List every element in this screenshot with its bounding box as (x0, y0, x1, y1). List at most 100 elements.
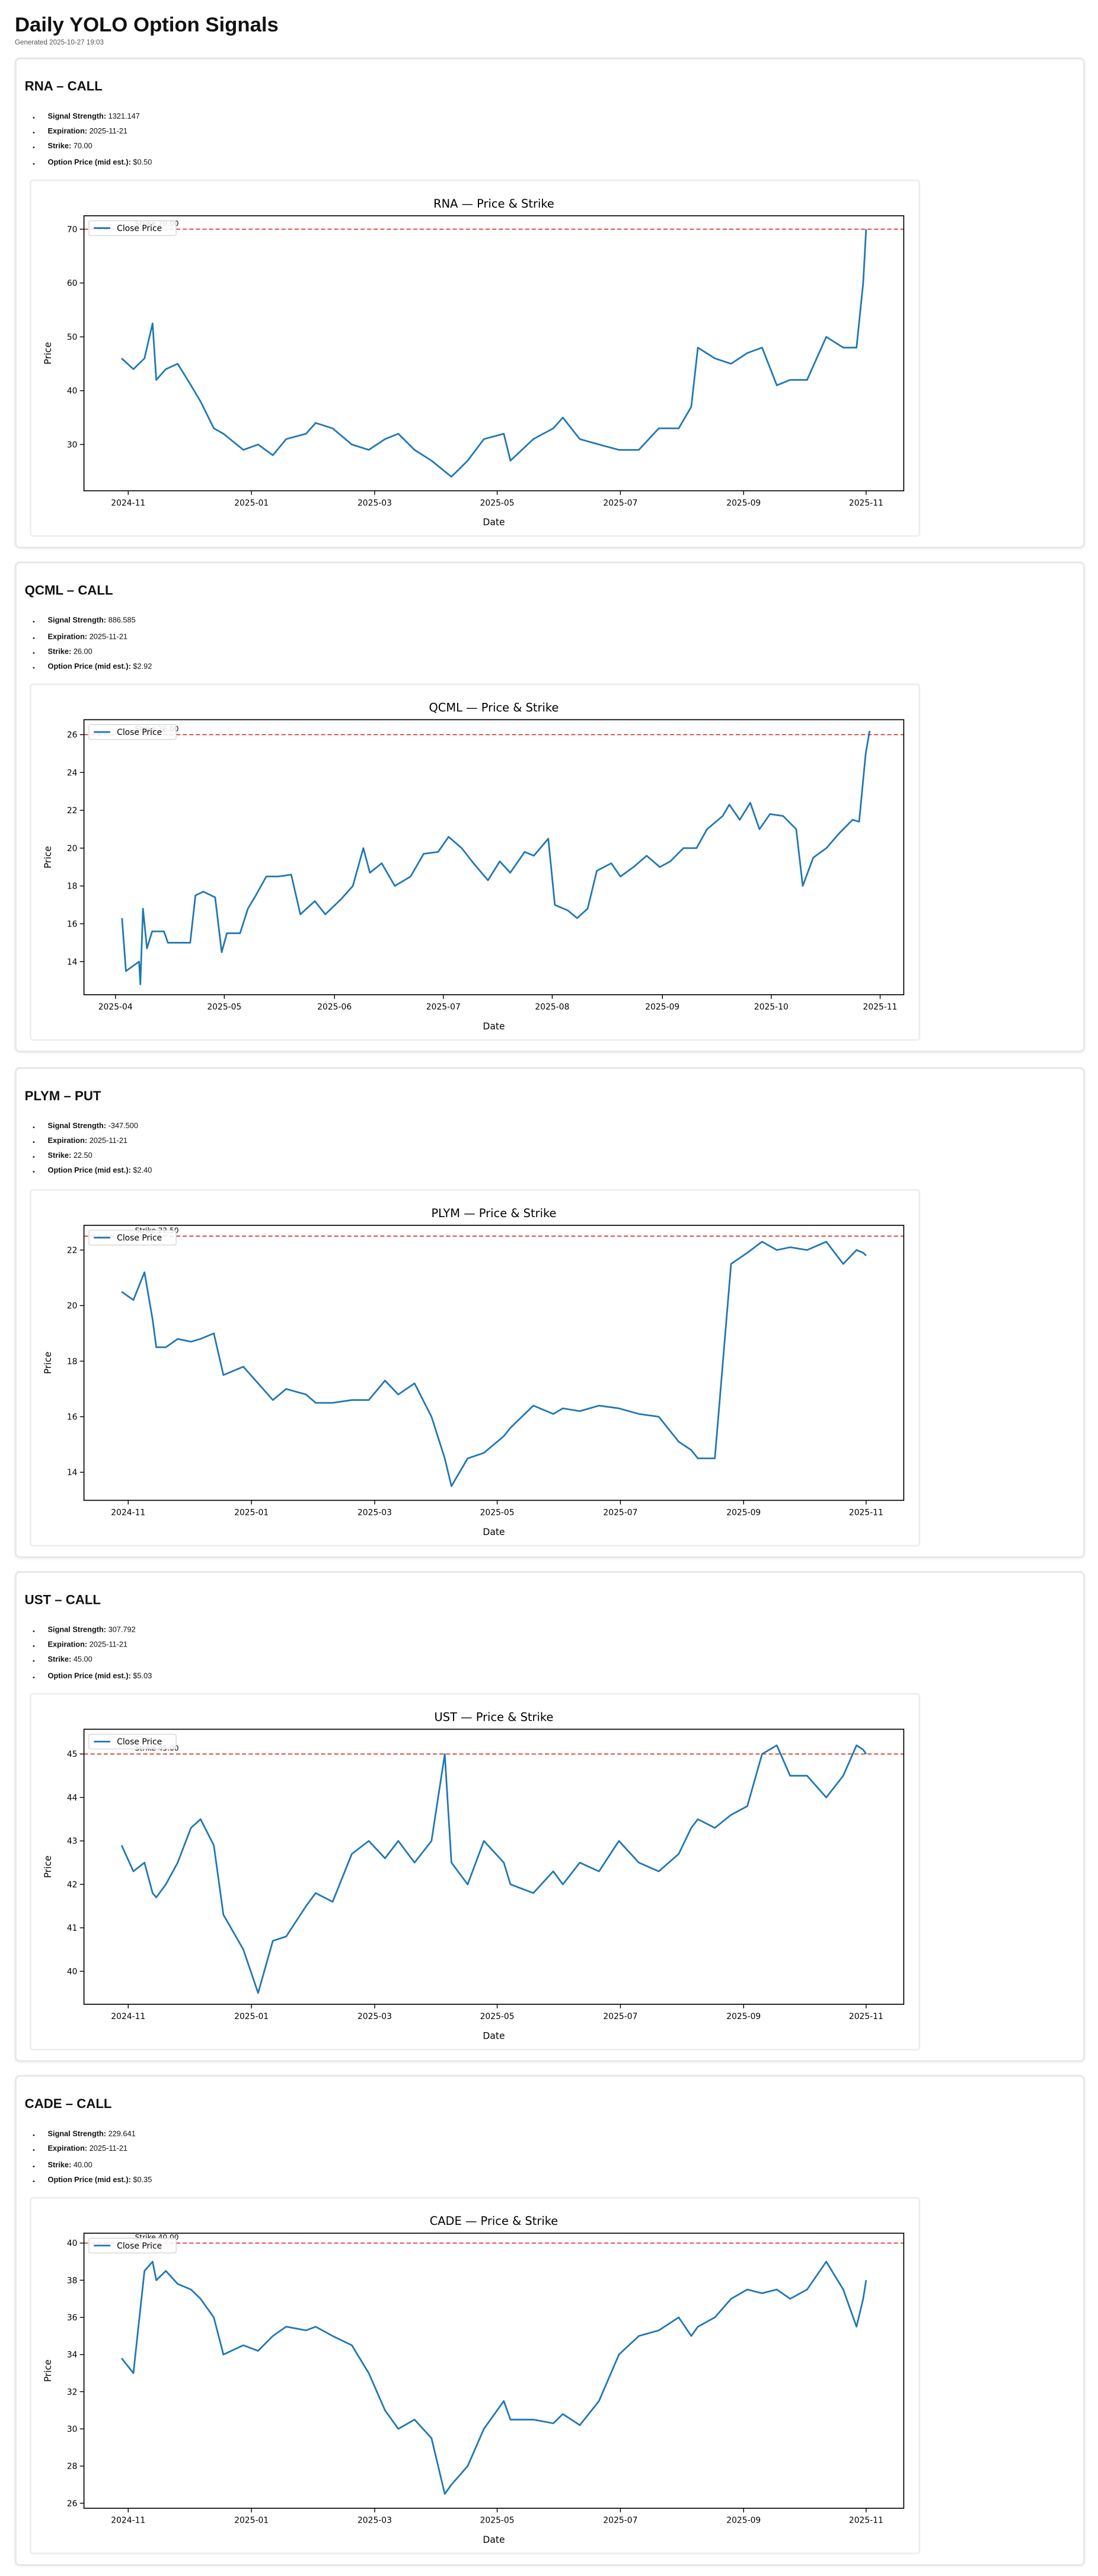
x-tick-label: 2025-07 (603, 2516, 637, 2526)
detail-value: 70.00 (73, 142, 92, 151)
y-tick-label: 43 (67, 1836, 78, 1846)
x-tick-label: 2025-09 (726, 2516, 761, 2526)
y-tick-label: 70 (67, 225, 78, 234)
detail-value: 2025-11-21 (89, 127, 128, 136)
detail-item: Strike: 40.00 (48, 2157, 152, 2172)
y-tick-label: 34 (67, 2351, 78, 2360)
detail-item: Signal Strength: 1321.147 (48, 109, 152, 124)
legend-label: Close Price (117, 224, 162, 234)
legend-label: Close Price (117, 728, 162, 738)
x-tick-label: 2025-03 (358, 1507, 392, 1517)
plot-frame (83, 1224, 905, 1501)
signal-heading: RNA – CALL (24, 79, 103, 94)
y-tick-label: 40 (67, 1967, 78, 1976)
detail-value: -347.500 (108, 1120, 138, 1129)
y-tick-label: 60 (67, 279, 78, 288)
detail-value: 307.792 (108, 1625, 136, 1634)
x-tick-label: 2025-04 (98, 1003, 133, 1012)
legend-box (88, 1229, 177, 1245)
price-line (120, 2261, 867, 2495)
price-line (121, 731, 871, 986)
price-line (120, 1744, 867, 1994)
y-tick-label: 32 (67, 2388, 78, 2397)
detail-label: Strike: (47, 1655, 72, 1664)
y-tick-label: 40 (67, 387, 78, 396)
detail-label: Expiration: (47, 1640, 88, 1649)
y-tick-label: 40 (67, 2239, 78, 2249)
y-tick-label: 30 (67, 2425, 78, 2434)
y-tick-label: 36 (67, 2314, 78, 2323)
signal-details: Signal Strength: 229.641Expiration: 2025… (40, 2126, 152, 2187)
detail-value: 886.585 (108, 616, 136, 625)
x-tick-label: 2025-05 (480, 2012, 515, 2021)
legend-label: Close Price (117, 2241, 162, 2251)
detail-label: Option Price (mid est.): (47, 1670, 131, 1679)
x-tick-label: 2024-11 (111, 1507, 145, 1517)
signal-card: UST – CALLSignal Strength: 307.792Expira… (14, 1571, 1085, 2062)
detail-value: 45.00 (73, 1655, 92, 1664)
chart-title: RNA — Price & Strike (433, 197, 554, 211)
x-tick-label: 2025-09 (726, 498, 761, 508)
y-tick-label: 16 (67, 1412, 78, 1421)
detail-item: Expiration: 2025-11-21 (48, 124, 152, 139)
detail-value: 26.00 (73, 647, 92, 655)
x-tick-label: 2025-11 (849, 498, 883, 508)
x-axis-label: Date (483, 1526, 505, 1537)
x-tick-label: 2025-09 (726, 1507, 761, 1517)
y-tick-label: 44 (67, 1793, 78, 1803)
detail-label: Option Price (mid est.): (47, 1166, 131, 1175)
detail-value: 2025-11-21 (89, 1136, 128, 1145)
detail-item: Signal Strength: 229.641 (48, 2126, 152, 2142)
chart: PLYM — Price & Strike Date Price 14 16 18 20 22… (43, 1206, 905, 1537)
signal-details: Signal Strength: 1321.147Expiration: 202… (40, 109, 152, 169)
detail-item: Strike: 26.00 (48, 644, 152, 659)
y-tick-label: 14 (67, 1467, 78, 1477)
y-tick-label: 22 (67, 1245, 78, 1254)
x-tick-label: 2025-03 (358, 498, 392, 508)
legend-label: Close Price (117, 1233, 162, 1242)
detail-label: Strike: (47, 2160, 72, 2169)
plot-frame (83, 1728, 905, 2005)
y-tick-label: 26 (67, 2499, 78, 2509)
chart-title: UST — Price & Strike (435, 1710, 554, 1724)
x-tick-label: 2025-01 (234, 2516, 269, 2526)
detail-item: Expiration: 2025-11-21 (48, 1133, 152, 1148)
signal-heading: UST – CALL (24, 1592, 101, 1607)
x-axis-label: Date (483, 2030, 505, 2041)
signal-details: Signal Strength: -347.500Expiration: 202… (40, 1117, 152, 1178)
chart: CADE — Price & Strike Date Price 26 28 30 32 34… (43, 2215, 905, 2546)
signal-card: CADE – CALLSignal Strength: 229.641Expir… (14, 2075, 1085, 2567)
y-tick-label: 18 (67, 883, 78, 892)
x-tick-label: 2025-07 (603, 2012, 637, 2021)
x-tick-label: 2025-11 (849, 2012, 883, 2021)
chart-title: QCML — Price & Strike (429, 701, 559, 715)
y-tick-label: 50 (67, 333, 78, 342)
plot-frame (83, 215, 905, 492)
y-tick-label: 14 (67, 958, 78, 967)
x-tick-label: 2025-05 (207, 1003, 241, 1012)
detail-item: Strike: 70.00 (48, 139, 152, 154)
detail-value: $0.50 (133, 157, 152, 166)
detail-value: $5.03 (133, 1670, 152, 1679)
detail-item: Option Price (mid est.): $5.03 (48, 1667, 152, 1683)
chart-title: CADE — Price & Strike (430, 2215, 558, 2228)
signal-details: Signal Strength: 307.792Expiration: 2025… (40, 1622, 152, 1683)
x-tick-label: 2025-11 (849, 2516, 883, 2526)
signal-card: QCML – CALLSignal Strength: 886.585Expir… (14, 562, 1085, 1053)
detail-label: Expiration: (47, 2145, 88, 2154)
legend-box (88, 2238, 177, 2254)
legend-label: Close Price (117, 1737, 162, 1747)
detail-value: 1321.147 (108, 112, 140, 120)
detail-item: Strike: 45.00 (48, 1652, 152, 1668)
x-tick-label: 2025-09 (645, 1003, 679, 1012)
y-axis-label: Price (43, 342, 53, 365)
detail-item: Expiration: 2025-11-21 (48, 1637, 152, 1652)
legend-box (88, 1733, 177, 1750)
x-tick-label: 2025-07 (603, 1507, 637, 1517)
chart-title: PLYM — Price & Strike (431, 1206, 556, 1219)
y-tick-label: 16 (67, 920, 78, 929)
signal-heading: QCML – CALL (24, 583, 113, 598)
x-axis-label: Date (483, 517, 505, 528)
